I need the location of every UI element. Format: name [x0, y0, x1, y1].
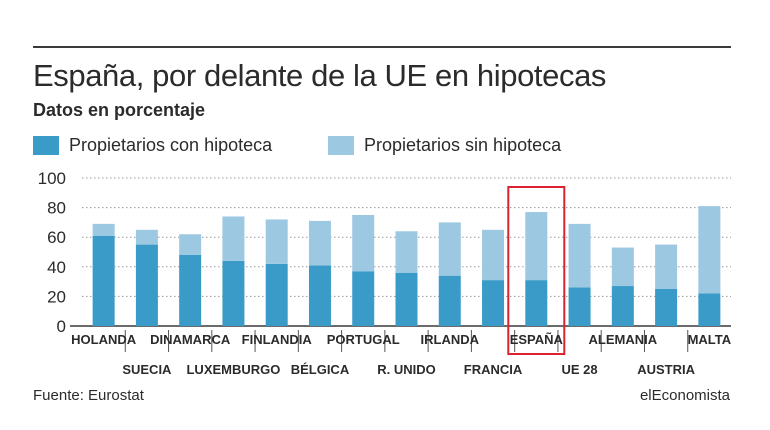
bar-con-hipoteca [655, 289, 678, 326]
x-tick-label: LUXEMBURGO [186, 362, 280, 377]
y-tick-label: 20 [47, 287, 66, 306]
bar-con-hipoteca [92, 235, 115, 326]
chart-subtitle: Datos en porcentaje [33, 100, 206, 120]
x-tick-label: ESPAÑA [510, 332, 564, 347]
highlight-frame [507, 186, 566, 355]
x-tick-label: IRLANDA [421, 332, 480, 347]
x-tick-label: AUSTRIA [637, 362, 695, 377]
bar-con-hipoteca [698, 293, 721, 326]
legend-swatch-sin-hipoteca [328, 135, 354, 155]
legend-item-con-hipoteca: Propietarios con hipoteca [33, 134, 272, 156]
bar-sin-hipoteca [135, 229, 158, 245]
chart-title: España, por delante de la UE en hipoteca… [33, 58, 607, 93]
bar-con-hipoteca [352, 271, 375, 326]
bar-con-hipoteca [265, 263, 288, 326]
legend-item-sin-hipoteca: Propietarios sin hipoteca [328, 134, 561, 156]
bar-sin-hipoteca [265, 219, 288, 264]
legend-label-sin-hipoteca: Propietarios sin hipoteca [364, 134, 562, 155]
x-tick-label: FINLANDIA [242, 332, 313, 347]
y-tick-label: 0 [57, 317, 66, 336]
bar-sin-hipoteca [655, 244, 678, 289]
x-tick-label: DINAMARCA [150, 332, 231, 347]
bar-sin-hipoteca [179, 234, 202, 255]
bar-sin-hipoteca [308, 220, 331, 266]
bar-sin-hipoteca [482, 229, 505, 281]
top-rule [33, 46, 731, 48]
x-tick-label: UE 28 [561, 362, 597, 377]
bar-sin-hipoteca [568, 223, 591, 288]
bar-con-hipoteca [395, 272, 418, 326]
bar-con-hipoteca [179, 254, 202, 326]
bar-sin-hipoteca [525, 212, 548, 281]
bar-sin-hipoteca [611, 247, 634, 287]
x-tick-label: FRANCIA [464, 362, 523, 377]
x-tick-label: ALEMANIA [589, 332, 658, 347]
bar-sin-hipoteca [395, 231, 418, 273]
legend-swatch-con-hipoteca [33, 135, 59, 155]
x-tick-label: R. UNIDO [377, 362, 436, 377]
bar-con-hipoteca [525, 280, 548, 326]
bar-sin-hipoteca [698, 206, 721, 294]
y-tick-label: 40 [47, 258, 66, 277]
source-note: Fuente: Eurostat [33, 387, 144, 404]
x-tick-label: MALTA [688, 332, 732, 347]
bar-con-hipoteca [482, 280, 505, 326]
brand-logo-text: elEconomista [639, 387, 730, 404]
x-tick-label: HOLANDA [71, 332, 137, 347]
bar-sin-hipoteca [92, 223, 115, 236]
y-tick-label: 80 [47, 199, 66, 218]
bar-con-hipoteca [611, 286, 634, 326]
bar-sin-hipoteca [438, 222, 461, 276]
y-tick-label: 100 [38, 169, 66, 188]
bar-con-hipoteca [438, 275, 461, 326]
bar-sin-hipoteca [352, 215, 375, 272]
legend-label-con-hipoteca: Propietarios con hipoteca [69, 134, 273, 155]
bar-con-hipoteca [568, 287, 591, 326]
bar-con-hipoteca [222, 260, 245, 326]
x-tick-label: SUECIA [122, 362, 172, 377]
bar-con-hipoteca [308, 265, 331, 326]
bar-con-hipoteca [135, 244, 158, 326]
y-tick-label: 60 [47, 228, 66, 247]
bar-sin-hipoteca [222, 216, 245, 261]
x-tick-label: BÉLGICA [291, 362, 350, 377]
x-tick-label: PORTUGAL [327, 332, 400, 347]
